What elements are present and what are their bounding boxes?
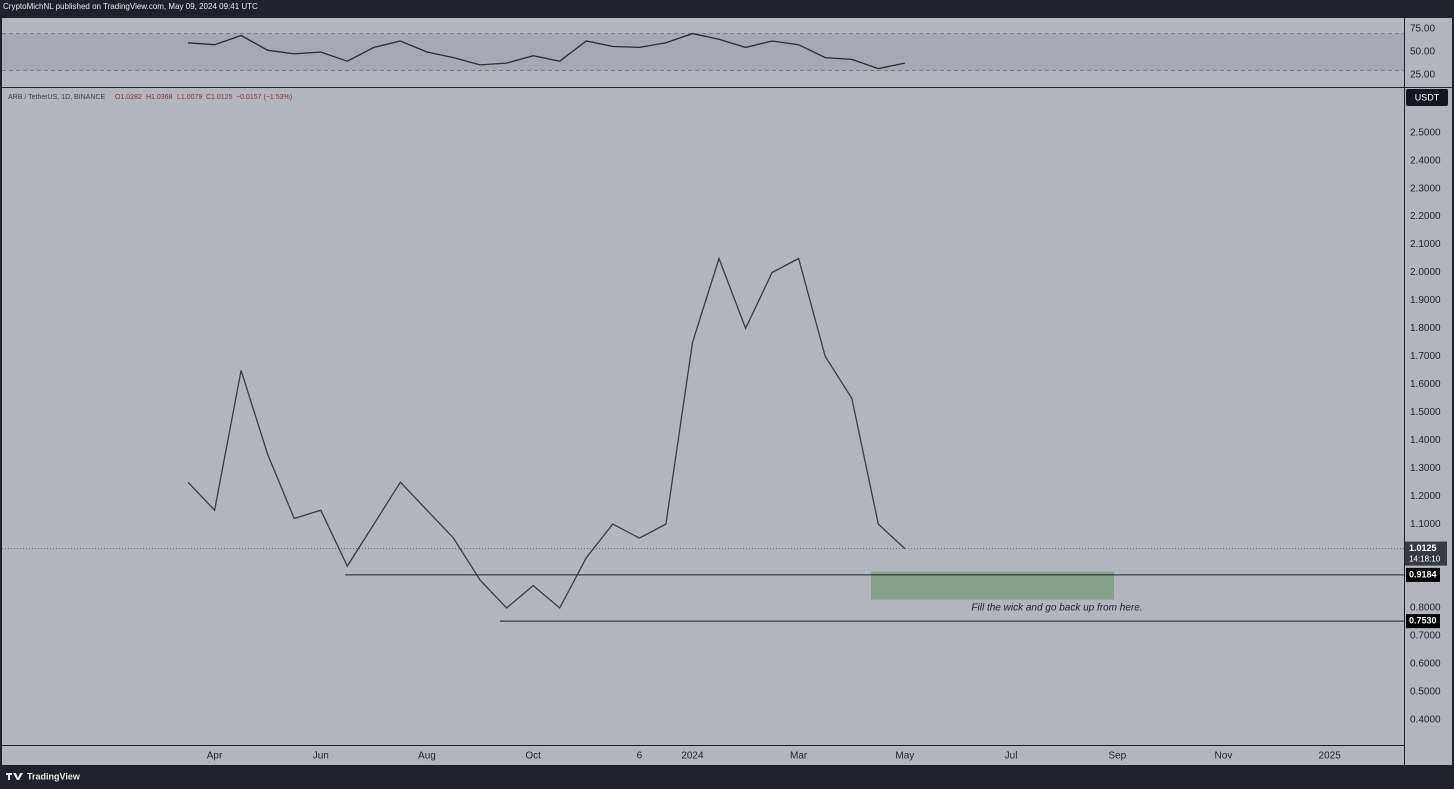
y-tick-label: 2.2000 <box>1410 211 1441 222</box>
y-tick-label: 0.8000 <box>1410 603 1441 614</box>
y-tick-label: 1.6000 <box>1410 379 1441 390</box>
x-tick-label: Sep <box>1108 751 1126 762</box>
symbol: ARB / TetherUS, 1D, BINANCE <box>8 94 105 101</box>
close: C1.0125 <box>206 94 233 101</box>
logo <box>6 773 23 780</box>
price-pane <box>2 88 1404 745</box>
x-tick-label: 2024 <box>681 751 704 762</box>
y-tick-label: 1.4000 <box>1410 435 1441 446</box>
x-tick-label: Jun <box>313 751 329 762</box>
x-tick-label: Aug <box>418 751 436 762</box>
x-tick-label: 6 <box>637 751 643 762</box>
y-tick-label: 1.8000 <box>1410 323 1441 334</box>
x-tick-label: Oct <box>525 751 541 762</box>
time-axis <box>2 745 1404 765</box>
low: L1.0079 <box>177 94 202 101</box>
y-tick-label: 1.2000 <box>1410 491 1441 502</box>
target-zone <box>871 571 1114 600</box>
y-tick-label: 75.00 <box>1410 24 1435 35</box>
x-tick-label: Apr <box>207 751 223 762</box>
y-tick-label: 2.5000 <box>1410 127 1441 138</box>
y-tick-label: 0.5000 <box>1410 687 1441 698</box>
y-tick-label: 1.7000 <box>1410 351 1441 362</box>
price-line <box>187 32 906 70</box>
level-label-box <box>1406 567 1440 582</box>
level-label-box <box>1406 614 1440 629</box>
level-label: 0.7530 <box>1409 616 1437 626</box>
currency-box <box>1406 89 1448 106</box>
y-tick-label: 50.00 <box>1410 47 1435 58</box>
y-tick-label: 0.4000 <box>1410 714 1441 725</box>
rsi-band <box>2 33 1404 71</box>
currency: USDT <box>1415 92 1440 102</box>
price-line <box>187 256 906 610</box>
publisher: CryptoMichNL published on TradingView.co… <box>3 2 258 11</box>
y-tick-label: 1.5000 <box>1410 407 1441 418</box>
change: −0.0157 (−1.53%) <box>236 94 292 101</box>
brand: TradingView <box>27 771 81 781</box>
x-tick-label: Nov <box>1215 751 1233 762</box>
current-price-label: 1.0125 <box>1409 543 1437 553</box>
countdown: 14:18:10 <box>1409 555 1441 564</box>
annotation: Fill the wick and go back up from here. <box>971 602 1142 613</box>
y-tick-label: 1.9000 <box>1410 295 1441 306</box>
current-price-box <box>1405 541 1447 566</box>
y-tick-label: 0.6000 <box>1410 659 1441 670</box>
y-tick-label: 2.4000 <box>1410 155 1441 166</box>
y-tick-label: 1.3000 <box>1410 463 1441 474</box>
high: H1.0368 <box>146 94 173 101</box>
y-tick-label: 2.3000 <box>1410 183 1441 194</box>
price-axis <box>1404 18 1452 765</box>
y-tick-label: 1.1000 <box>1410 519 1441 530</box>
x-tick-label: May <box>895 751 914 762</box>
x-tick-label: Jul <box>1005 751 1018 762</box>
level-label: 0.9184 <box>1409 569 1437 579</box>
y-tick-label: 2.0000 <box>1410 267 1441 278</box>
x-tick-label: 2025 <box>1319 751 1342 762</box>
y-tick-label: 2.1000 <box>1410 239 1441 250</box>
y-tick-label: 0.7000 <box>1410 631 1441 642</box>
x-tick-label: Mar <box>790 751 808 762</box>
y-tick-label: 25.00 <box>1410 70 1435 81</box>
open: O1.0282 <box>115 94 142 101</box>
